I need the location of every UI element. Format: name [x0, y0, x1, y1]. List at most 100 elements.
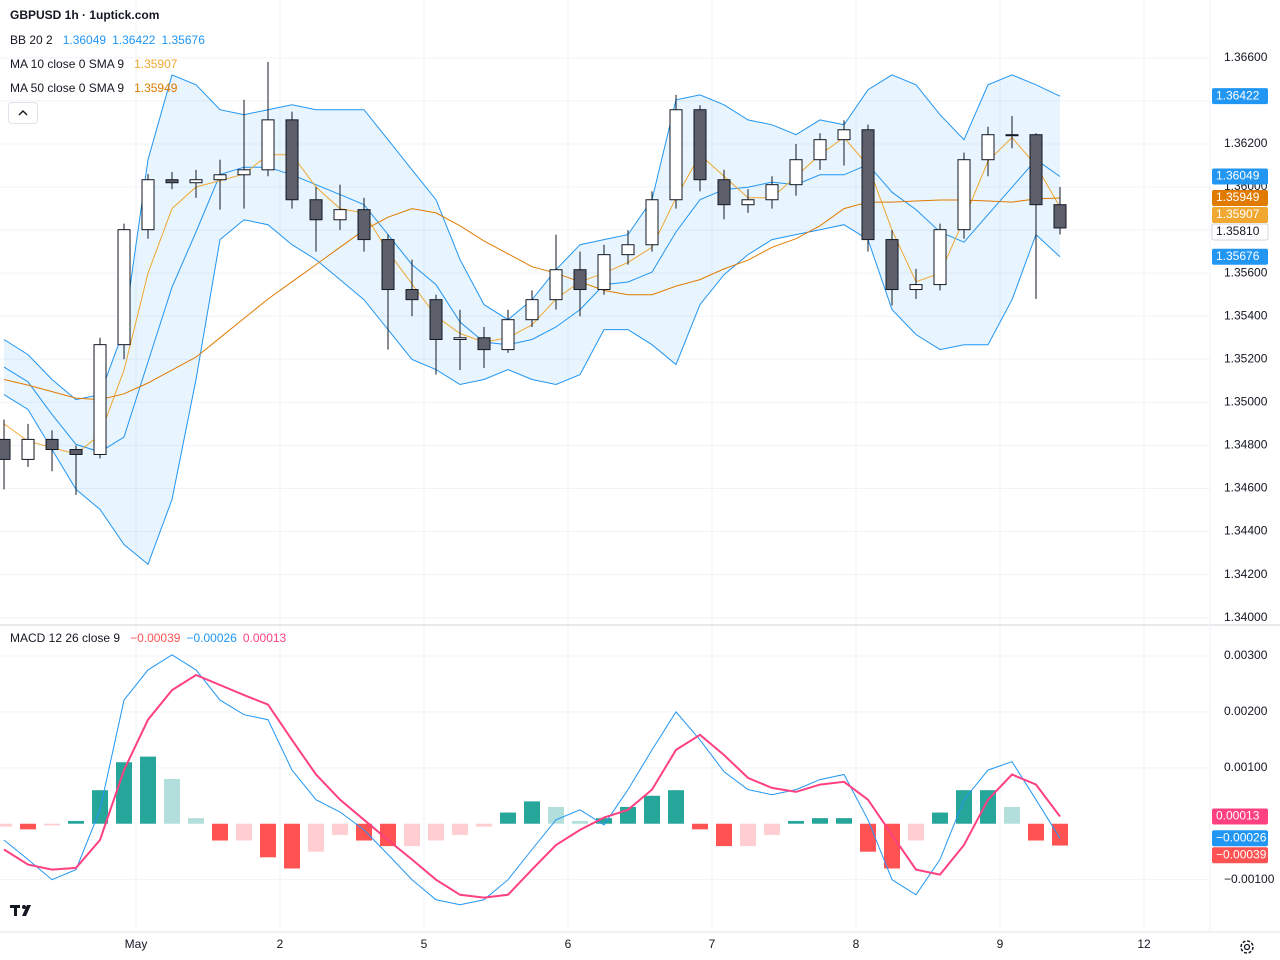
price-tag: [1212, 168, 1268, 185]
legend-value: 1.35676: [161, 33, 205, 47]
x-tick-label: 2: [277, 937, 284, 951]
legend-name: MA 10 close 0 SMA 9: [10, 57, 125, 71]
histogram-bar: [116, 762, 133, 824]
price-tag: [1212, 830, 1268, 847]
candle-body: [405, 289, 419, 301]
y-tick-label: 1.36600: [1224, 50, 1268, 64]
legend-name: BB 20 2: [10, 33, 53, 47]
y-tick-label: 1.35400: [1224, 308, 1268, 322]
legend-row: MACD 12 26 close 9 −0.00039 −0.00026 0.0001…: [10, 630, 286, 654]
price-tag-label: 1.36422: [1216, 88, 1260, 102]
candle-body: [789, 159, 803, 186]
histogram-bar: [572, 820, 589, 824]
candle-body: [861, 129, 875, 241]
legend-value: −0.00026: [186, 631, 237, 645]
x-tick-label: 7: [709, 937, 716, 951]
histogram-bar: [212, 823, 229, 841]
candle-body: [501, 319, 515, 351]
candle-body: [285, 119, 299, 201]
histogram-bar: [0, 823, 13, 827]
histogram-bar: [764, 823, 781, 835]
x-tick-label: 12: [1137, 937, 1151, 951]
histogram-bar: [332, 823, 349, 835]
histogram-bar: [908, 823, 925, 841]
candle-body: [813, 139, 827, 161]
legend-value: 1.35907: [134, 57, 178, 71]
histogram-bar: [476, 823, 493, 827]
y-tick-label: 1.34400: [1224, 524, 1268, 538]
candle-body: [549, 269, 563, 301]
candle-body: [525, 299, 539, 321]
candle-body: [645, 199, 659, 246]
candle-body: [693, 109, 707, 181]
price-tag-label: 1.35676: [1216, 249, 1260, 263]
legend-value: 0.00013: [242, 631, 287, 645]
price-tag: [1212, 88, 1268, 105]
legend-value: 1.36049: [62, 33, 107, 47]
histogram-bar: [740, 823, 757, 847]
signal-line: [3, 673, 1061, 899]
candle-body: [1053, 204, 1067, 229]
y-tick-label: 1.35600: [1224, 265, 1268, 279]
price-tag: [1212, 190, 1268, 207]
candle-body: [477, 337, 491, 351]
price-tag-label: 1.35810: [1216, 224, 1260, 238]
histogram-bar: [524, 801, 541, 824]
histogram-bar: [1052, 823, 1069, 846]
candle-body: [141, 179, 155, 231]
histogram-bar: [836, 818, 853, 824]
histogram-bar: [188, 818, 205, 824]
histogram-bar: [980, 790, 997, 824]
histogram-bar: [644, 795, 661, 824]
histogram-bar: [452, 823, 469, 835]
candle-body: [309, 199, 323, 221]
price-legend: BB 20 2 1.36049 1.36422 1.35676 MA 10 close …: [10, 32, 205, 104]
histogram-bar: [548, 806, 565, 824]
histogram-bar: [788, 820, 805, 824]
x-tick-label: 9: [997, 937, 1004, 951]
histogram-bar: [884, 823, 901, 869]
histogram-bar: [1028, 823, 1045, 841]
histogram-bar: [308, 823, 325, 852]
candle-body: [357, 209, 371, 241]
candle-body: [717, 179, 731, 206]
legend-value: 1.35949: [134, 81, 178, 95]
histogram-bar: [860, 823, 877, 852]
candle-body: [837, 129, 851, 141]
legend-name: MACD 12 26 close 9: [10, 631, 121, 645]
x-tick-label: May: [125, 937, 148, 951]
price-tag-label: 0.00013: [1216, 809, 1260, 823]
settings-button[interactable]: [1238, 938, 1256, 956]
chevron-icon: [18, 110, 28, 116]
x-tick-label: 6: [565, 937, 572, 951]
candle-body: [429, 299, 443, 340]
indicator-line: [3, 219, 1061, 566]
price-tag: [1212, 808, 1268, 825]
y-tick-label: 1.34200: [1224, 567, 1268, 581]
x-tick-label: 5: [421, 937, 428, 951]
logo: [10, 905, 31, 916]
y-tick-label: 1.35200: [1224, 351, 1268, 365]
collapse-legend-button[interactable]: [8, 102, 38, 124]
y-tick-label: 1.36200: [1224, 136, 1268, 150]
candle-body: [885, 239, 899, 291]
y-tick-label: 0.00100: [1224, 760, 1268, 774]
histogram-bar: [692, 823, 709, 830]
candle-body: [621, 244, 635, 256]
macd-line: [3, 654, 1061, 906]
histogram-bar: [380, 823, 397, 847]
candle-body: [933, 229, 947, 286]
candle-body: [93, 344, 107, 455]
price-tag-label: 1.35949: [1216, 190, 1260, 204]
price-tag-label: −0.00039: [1216, 847, 1267, 861]
candle-body: [669, 109, 683, 201]
histogram-bar: [596, 818, 613, 824]
y-tick-label: 1.34800: [1224, 438, 1268, 452]
price-tag-label: 1.35907: [1216, 207, 1260, 221]
histogram-bar: [404, 823, 421, 847]
price-tag: [1211, 223, 1269, 241]
candle-body: [981, 134, 995, 161]
candle-body: [213, 174, 227, 181]
